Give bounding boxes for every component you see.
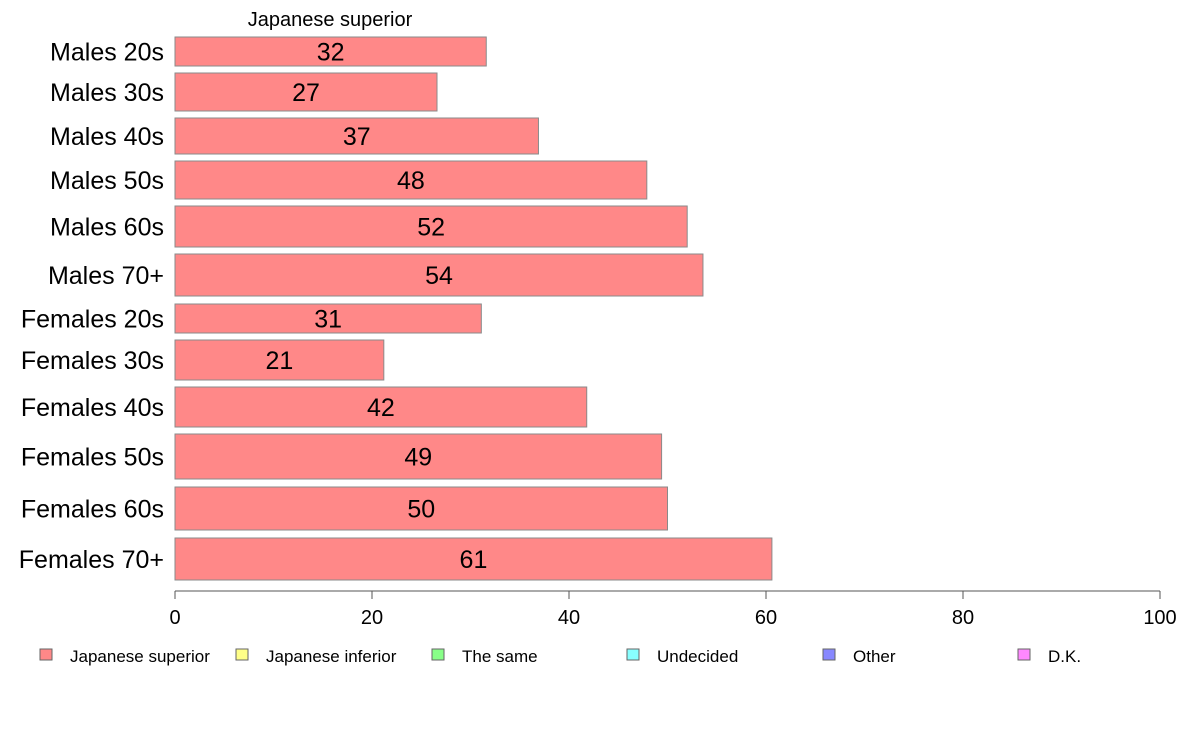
bar [174,253,704,297]
x-tick-label: 20 [361,607,383,629]
legend-swatch [39,648,53,661]
bar [174,72,438,112]
legend-label: Japanese inferior [266,647,397,666]
bar [174,537,773,581]
legend-label: Other [853,647,896,666]
series-title: Japanese superior [248,9,413,31]
x-tick-label: 40 [558,607,580,629]
category-label: Males 30s [50,79,164,107]
data-label: 49 [404,444,432,472]
data-label: 61 [460,546,488,574]
category-label: Males 50s [50,167,164,195]
data-label: 50 [407,496,435,524]
bar [174,486,668,531]
category-label: Females 20s [21,306,164,334]
category-label: Males 20s [50,39,164,67]
bar [174,205,688,248]
legend-swatch [626,648,640,661]
legend-swatch [235,648,249,661]
category-label: Males 70+ [48,262,164,290]
legend-label: D.K. [1048,647,1081,666]
x-tick-label: 0 [169,607,180,629]
data-label: 27 [292,79,320,107]
legend-label: Japanese superior [70,647,210,666]
bar [174,160,648,200]
bar [174,386,588,428]
data-label: 21 [266,347,294,375]
data-label: 31 [314,306,342,334]
legend-swatch [1017,648,1031,661]
data-label: 54 [425,262,453,290]
category-label: Females 30s [21,347,164,375]
bar [174,339,385,381]
legend-label: The same [462,647,538,666]
legend-swatch [822,648,836,661]
data-label: 52 [417,214,445,242]
x-tick-label: 80 [952,607,974,629]
data-label: 42 [367,394,395,422]
category-label: Females 50s [21,444,164,472]
x-tick-label: 100 [1143,607,1176,629]
category-label: Females 60s [21,496,164,524]
data-label: 37 [343,123,371,151]
legend: Japanese superior Japanese inferior The sa… [39,647,1081,666]
bar [174,303,482,334]
x-axis: 0 20 40 60 80 100 [169,590,1177,629]
category-label: Females 40s [21,394,164,422]
data-label: 32 [317,39,345,67]
category-label: Males 40s [50,123,164,151]
bars: Males 20s 32 Males 30s 27 Males 40s 37 Males 5… [19,36,773,581]
category-label: Males 60s [50,214,164,242]
data-label: 48 [397,167,425,195]
category-label: Females 70+ [19,546,164,574]
bar [174,117,539,155]
bar [174,36,487,67]
legend-label: Undecided [657,647,738,666]
legend-swatch [431,648,445,661]
x-tick-label: 60 [755,607,777,629]
bar [174,433,663,480]
